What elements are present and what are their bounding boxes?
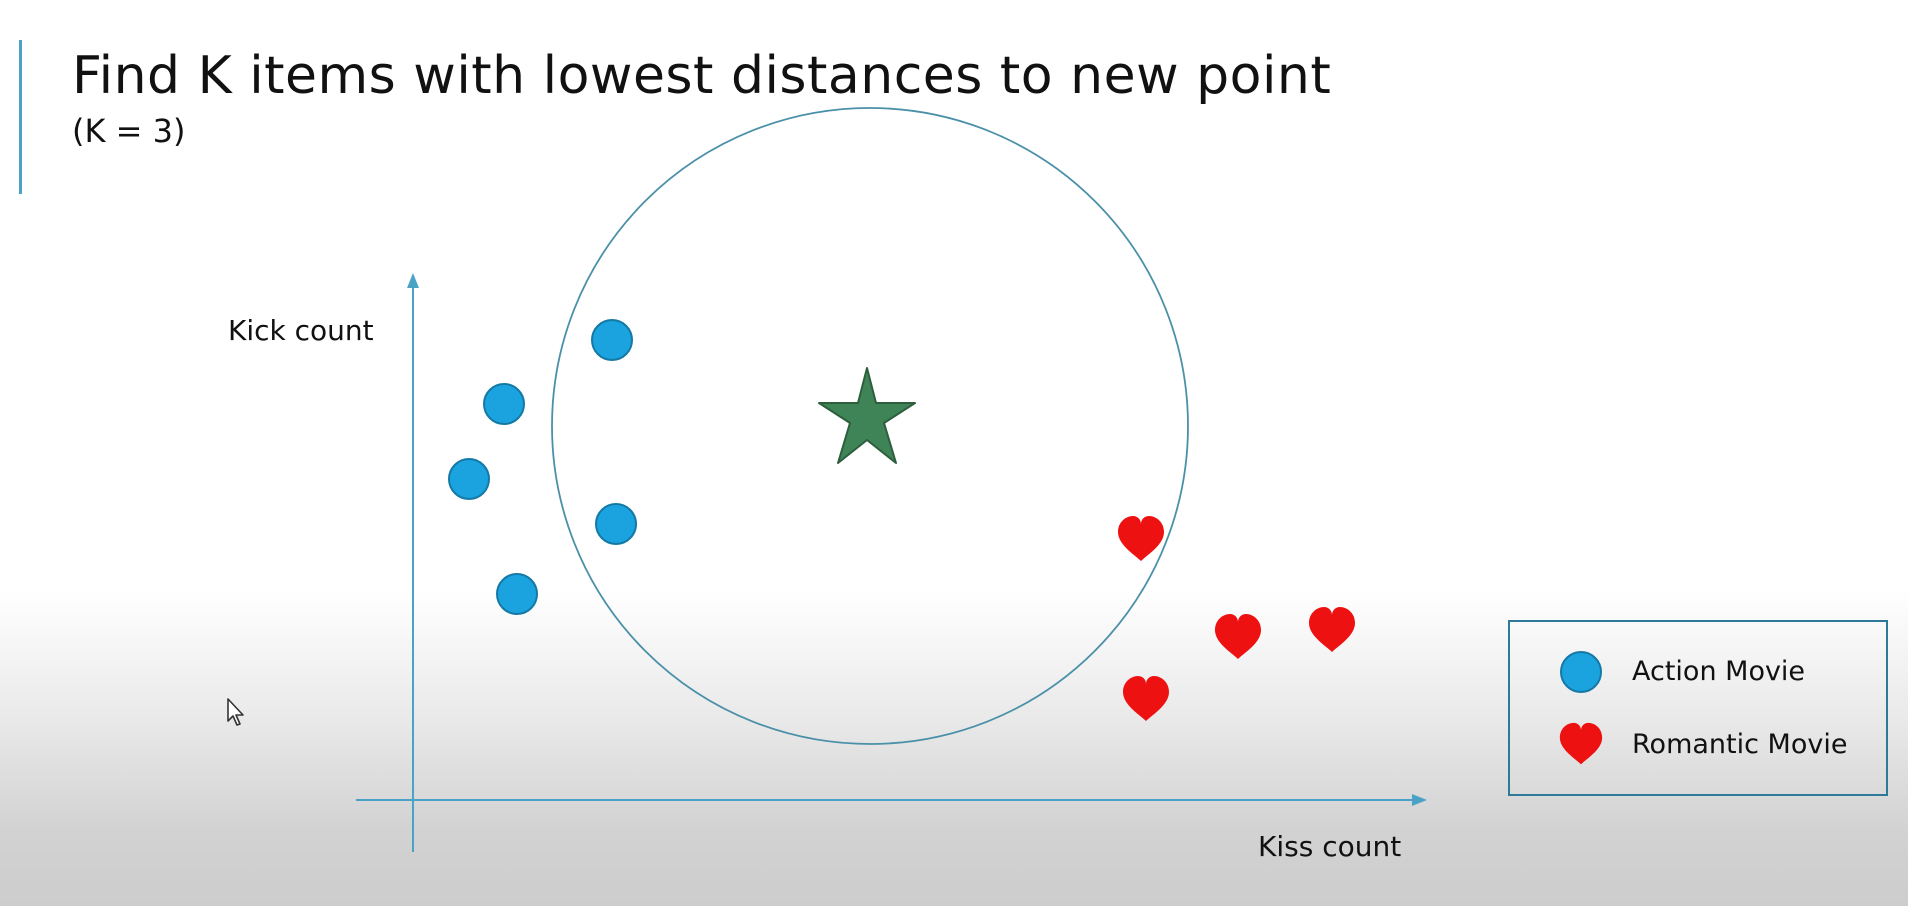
x-axis-label: Kiss count [1258,830,1402,863]
blue-circle-icon [1560,651,1602,693]
legend-label-romantic: Romantic Movie [1632,729,1848,760]
romantic-movie-points [1118,516,1355,721]
mouse-cursor-icon [227,698,244,726]
action-point [483,383,525,425]
x-axis [356,794,1427,806]
y-axis [407,273,419,852]
red-heart-icon [1559,722,1603,765]
slide-subtitle: (K = 3) [72,112,186,150]
action-movie-points [448,319,637,615]
legend-label-action: Action Movie [1632,656,1806,687]
romantic-point [1118,516,1164,561]
action-point [595,503,637,545]
neighborhood-circle [551,107,1189,745]
romantic-point [1215,614,1261,659]
action-point [448,458,490,500]
new-point-star-icon [818,367,916,464]
y-axis-label: Kick count [228,314,374,347]
romantic-point [1123,676,1169,721]
slide-title: Find K items with lowest distances to ne… [72,46,1332,106]
action-point [496,573,538,615]
slide-accent-bar [19,40,22,194]
legend: Action Movie Romantic Movie [1508,620,1888,796]
action-point [591,319,633,361]
romantic-point [1309,607,1355,652]
